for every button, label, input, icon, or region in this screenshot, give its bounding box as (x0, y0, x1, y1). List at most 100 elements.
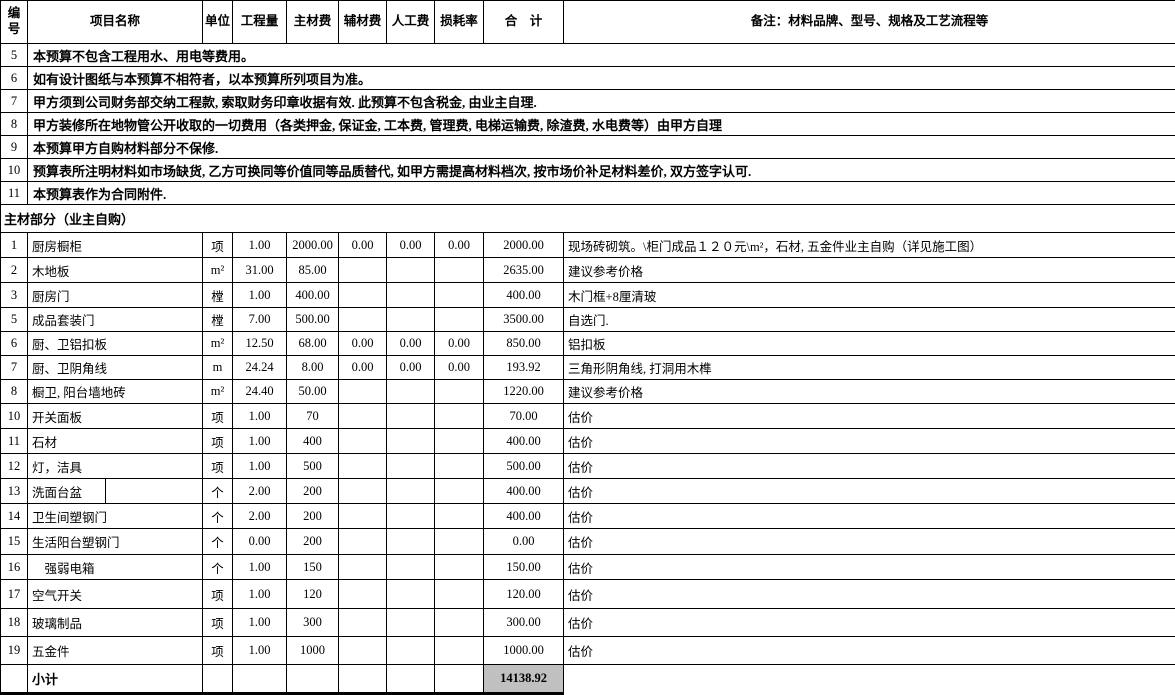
section-title: 主材部分（业主自购） (1, 205, 1175, 233)
subtotal-loss-cell (435, 665, 484, 694)
item-unit: 项 (203, 404, 233, 429)
item-unit: m² (203, 332, 233, 356)
note-text: 本预算甲方自购材料部分不保修. (28, 136, 1175, 159)
item-loss (435, 380, 484, 404)
item-qty: 1.00 (233, 637, 287, 665)
item-labor (387, 580, 435, 609)
item-main: 400.00 (287, 283, 339, 308)
item-aux: 0.00 (339, 332, 387, 356)
item-no: 13 (1, 479, 28, 504)
item-unit: 个 (203, 504, 233, 529)
item-labor: 0.00 (387, 332, 435, 356)
item-name: 厨、卫铝扣板 (28, 332, 203, 356)
item-remark: 自选门. (564, 308, 1175, 332)
item-row: 10 开关面板 项 1.00 70 70.00 估价 (1, 404, 1175, 429)
note-text: 本预算不包含工程用水、用电等费用。 (28, 44, 1175, 67)
item-no: 10 (1, 404, 28, 429)
item-total: 500.00 (484, 454, 564, 479)
item-labor (387, 380, 435, 404)
item-main: 120 (287, 580, 339, 609)
item-name: 厨房门 (28, 283, 203, 308)
col-header-main-material: 主材费 (287, 1, 339, 44)
item-loss (435, 504, 484, 529)
item-no: 12 (1, 454, 28, 479)
item-name-extra-cell (106, 479, 203, 504)
item-qty: 1.00 (233, 609, 287, 637)
item-labor (387, 479, 435, 504)
item-main: 150 (287, 555, 339, 580)
item-main: 200 (287, 479, 339, 504)
col-header-total: 合 计 (484, 1, 564, 44)
item-aux (339, 283, 387, 308)
item-aux (339, 637, 387, 665)
item-main: 68.00 (287, 332, 339, 356)
item-unit: 项 (203, 637, 233, 665)
item-total: 300.00 (484, 609, 564, 637)
item-unit: 项 (203, 609, 233, 637)
item-loss (435, 258, 484, 283)
note-no: 5 (1, 44, 28, 67)
subtotal-labor-cell (387, 665, 435, 694)
item-main: 500 (287, 454, 339, 479)
note-row: 8 甲方装修所在地物管公开收取的一切费用（各类押金, 保证金, 工本费, 管理费… (1, 113, 1175, 136)
subtotal-remark-cell (564, 665, 1175, 694)
item-row: 8 橱卫, 阳台墙地砖 m² 24.40 50.00 1220.00 建议参考价… (1, 380, 1175, 404)
item-qty: 24.24 (233, 356, 287, 380)
item-main: 200 (287, 504, 339, 529)
item-aux (339, 308, 387, 332)
subtotal-unit-cell (203, 665, 233, 694)
item-total: 120.00 (484, 580, 564, 609)
subtotal-main-cell (287, 665, 339, 694)
item-unit: 项 (203, 580, 233, 609)
item-remark: 估价 (564, 454, 1175, 479)
item-total: 400.00 (484, 283, 564, 308)
item-name: 空气开关 (28, 580, 203, 609)
item-remark: 估价 (564, 404, 1175, 429)
subtotal-qty-cell (233, 665, 287, 694)
subtotal-row: 小计 14138.92 (1, 665, 1175, 694)
item-remark: 建议参考价格 (564, 380, 1175, 404)
item-qty: 1.00 (233, 454, 287, 479)
item-no: 17 (1, 580, 28, 609)
col-header-unit: 单位 (203, 1, 233, 44)
item-no: 14 (1, 504, 28, 529)
item-unit: m² (203, 258, 233, 283)
col-header-name: 项目名称 (28, 1, 203, 44)
col-header-no: 编号 (1, 1, 28, 44)
item-unit: 个 (203, 529, 233, 555)
item-remark: 木门框+8厘清玻 (564, 283, 1175, 308)
item-no: 11 (1, 429, 28, 454)
item-row: 18 玻璃制品 项 1.00 300 300.00 估价 (1, 609, 1175, 637)
item-qty: 1.00 (233, 404, 287, 429)
item-total: 400.00 (484, 429, 564, 454)
item-qty: 1.00 (233, 429, 287, 454)
item-name: 开关面板 (28, 404, 203, 429)
item-aux (339, 504, 387, 529)
item-row: 14 卫生间塑钢门 个 2.00 200 400.00 估价 (1, 504, 1175, 529)
item-unit: 项 (203, 233, 233, 258)
item-name: 卫生间塑钢门 (28, 504, 203, 529)
note-text: 甲方装修所在地物管公开收取的一切费用（各类押金, 保证金, 工本费, 管理费, … (28, 113, 1175, 136)
item-unit: 个 (203, 555, 233, 580)
note-row: 6 如有设计图纸与本预算不相符者，以本预算所列项目为准。 (1, 67, 1175, 90)
item-qty: 12.50 (233, 332, 287, 356)
item-name: 强弱电箱 (28, 555, 203, 580)
item-row: 6 厨、卫铝扣板 m² 12.50 68.00 0.00 0.00 0.00 8… (1, 332, 1175, 356)
subtotal-aux-cell (339, 665, 387, 694)
item-name: 五金件 (28, 637, 203, 665)
col-header-qty: 工程量 (233, 1, 287, 44)
note-no: 8 (1, 113, 28, 136)
item-name: 洗面台盆 (28, 479, 106, 504)
item-total: 3500.00 (484, 308, 564, 332)
item-row: 11 石材 项 1.00 400 400.00 估价 (1, 429, 1175, 454)
item-row: 19 五金件 项 1.00 1000 1000.00 估价 (1, 637, 1175, 665)
item-labor (387, 529, 435, 555)
item-total: 2000.00 (484, 233, 564, 258)
item-no: 3 (1, 283, 28, 308)
item-labor (387, 429, 435, 454)
item-qty: 2.00 (233, 479, 287, 504)
item-row: 2 木地板 m² 31.00 85.00 2635.00 建议参考价格 (1, 258, 1175, 283)
item-name: 石材 (28, 429, 203, 454)
item-name: 厨、卫阴角线 (28, 356, 203, 380)
